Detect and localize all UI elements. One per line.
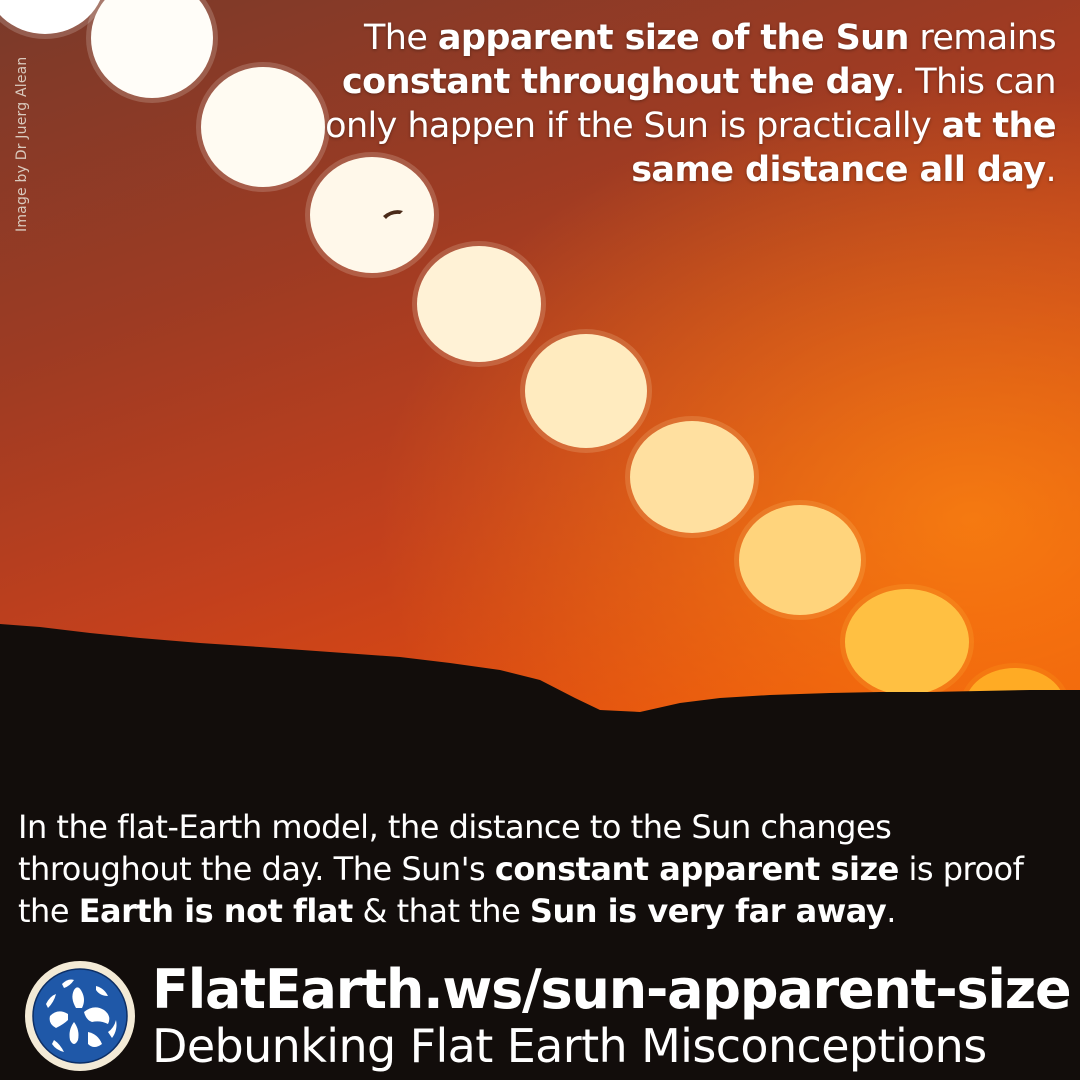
explanation-part: is proof the: [18, 850, 1024, 930]
tagline: Debunking Flat Earth Misconceptions: [152, 1019, 987, 1073]
headline-part-bold: apparent size of the Sun: [437, 18, 910, 58]
hills-silhouette: [0, 624, 1080, 1080]
explanation-part-bold: Earth is not flat: [78, 892, 354, 930]
explanation-part-bold: constant apparent size: [494, 850, 899, 888]
sun-disc: [91, 0, 213, 98]
globe-logo-icon: [25, 961, 135, 1071]
explanation-part-bold: Sun is very far away: [529, 892, 887, 930]
headline-part: remains: [908, 18, 1056, 58]
sun-disc: [201, 67, 325, 187]
sun-disc: [630, 421, 754, 533]
headline-part: .: [1045, 150, 1056, 190]
photo-credit: Image by Dr Juerg Alean: [14, 56, 30, 233]
headline-part-bold: constant throughout the day: [341, 62, 895, 102]
sun-disc: [417, 246, 541, 362]
footer: FlatEarth.ws/sun-apparent-size Debunking…: [0, 958, 1080, 1080]
headline-part: . This can only happen if the Sun is pra…: [325, 62, 1056, 146]
explanation-part: .: [886, 892, 896, 930]
sun-disc: [0, 0, 101, 34]
sun-disc: [845, 589, 969, 695]
sun-disc: [310, 157, 434, 273]
sun-disc: [525, 334, 647, 448]
explanation-part: & that the: [352, 892, 530, 930]
headline-part-bold: at the same distance all day: [631, 106, 1056, 190]
sun-disc: [739, 505, 861, 615]
bird: [383, 210, 403, 219]
explanation-text: In the flat-Earth model, the distance to…: [18, 806, 1068, 932]
headline-part: The: [364, 18, 438, 58]
headline-text: The apparent size of the Sun remains con…: [316, 16, 1056, 192]
site-url: FlatEarth.ws/sun-apparent-size: [152, 958, 1072, 1021]
explanation-part: In the flat-Earth model, the distance to…: [18, 808, 892, 888]
